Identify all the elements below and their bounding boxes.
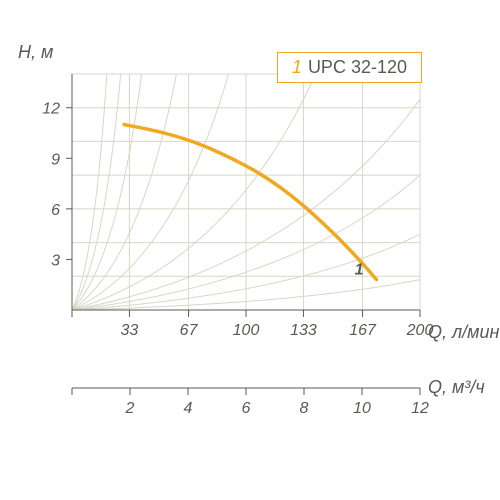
svg-text:4: 4 bbox=[184, 400, 193, 417]
svg-text:12: 12 bbox=[411, 400, 429, 417]
x-axis-label-m3h: Q, м³/ч bbox=[428, 377, 485, 398]
svg-text:12: 12 bbox=[42, 101, 60, 118]
chart-container: { "chart": { "type": "line", "background… bbox=[0, 0, 500, 500]
svg-text:2: 2 bbox=[125, 400, 135, 417]
svg-text:9: 9 bbox=[51, 151, 60, 168]
svg-text:3: 3 bbox=[51, 252, 60, 269]
svg-text:67: 67 bbox=[180, 322, 199, 339]
legend-text: UPC 32-120 bbox=[308, 57, 407, 78]
svg-text:167: 167 bbox=[349, 322, 377, 339]
pump-curve-chart: 136912336710013316720024681012 bbox=[0, 0, 500, 500]
svg-text:10: 10 bbox=[353, 400, 371, 417]
svg-text:100: 100 bbox=[233, 322, 260, 339]
svg-text:6: 6 bbox=[242, 400, 251, 417]
svg-text:6: 6 bbox=[51, 202, 60, 219]
svg-text:8: 8 bbox=[300, 400, 309, 417]
svg-text:1: 1 bbox=[355, 262, 364, 279]
legend-box: 1 UPC 32-120 bbox=[277, 52, 422, 83]
x-axis-label-lmin: Q, л/мин bbox=[428, 322, 499, 343]
svg-text:33: 33 bbox=[121, 322, 139, 339]
y-axis-label: H, м bbox=[18, 42, 53, 63]
legend-number: 1 bbox=[292, 57, 302, 78]
svg-text:133: 133 bbox=[290, 322, 317, 339]
